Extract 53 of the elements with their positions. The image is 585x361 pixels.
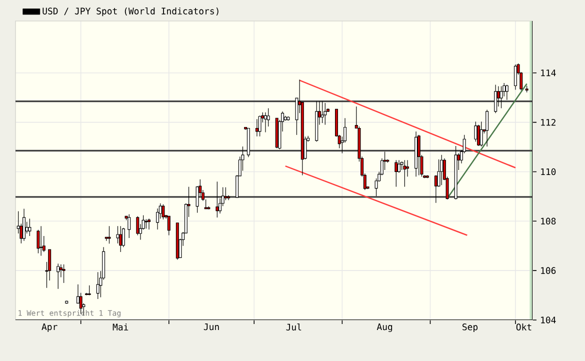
candlestick — [255, 118, 258, 137]
candlestick — [258, 115, 262, 137]
candlestick — [320, 101, 324, 124]
x-tick-label: Jul — [286, 324, 302, 331]
candlestick — [108, 226, 111, 244]
candlestick — [40, 226, 43, 256]
candlestick — [36, 230, 40, 254]
candlestick — [116, 226, 120, 244]
candlestick — [56, 263, 60, 290]
candlestick — [480, 121, 483, 147]
x-tick-label: Jun — [204, 324, 219, 330]
legend-label: USD / JPY Spot (World Indicators) — [42, 7, 218, 16]
candlestick — [88, 285, 91, 296]
candlestick — [394, 160, 398, 188]
candlestick — [494, 84, 498, 114]
candlestick — [204, 199, 208, 210]
candlestick — [22, 208, 26, 242]
candlestick — [440, 154, 444, 186]
y-tick-label: 104 — [541, 316, 556, 324]
x-tick-label: Mai — [112, 324, 128, 330]
candlestick — [224, 187, 228, 200]
candlestick — [403, 160, 406, 188]
y-tick-label: 108 — [541, 218, 556, 225]
candlestick — [474, 121, 478, 142]
candlestick — [500, 86, 503, 109]
candlestick — [417, 134, 420, 176]
candlestick — [62, 264, 66, 284]
candlestick — [216, 181, 219, 218]
candlestick — [128, 214, 131, 238]
candlestick — [398, 160, 400, 174]
candlestick — [167, 216, 170, 236]
candlestick — [264, 112, 267, 132]
y-tick-label: 110 — [541, 168, 556, 176]
candlestick — [486, 109, 489, 147]
x-tick-label: Apr — [42, 324, 58, 332]
candlestick — [514, 64, 517, 90]
candlestick — [406, 160, 410, 177]
y-tick-label: 106 — [541, 267, 556, 274]
candlestick — [505, 84, 508, 100]
x-tick-label: Sep — [462, 324, 478, 332]
candlestick — [227, 194, 230, 200]
x-tick-label: Okt — [516, 324, 532, 330]
candlestick — [162, 204, 165, 220]
y-tick-label: 112 — [541, 118, 556, 126]
candlestick — [136, 216, 140, 236]
candlestick — [477, 124, 480, 146]
candlestick — [28, 218, 32, 236]
x-tick-label: Aug — [376, 324, 392, 332]
candlestick — [324, 102, 327, 126]
candlestick — [119, 226, 122, 252]
y-tick-label: 114 — [541, 70, 556, 76]
candlestick — [96, 272, 100, 300]
candlestick — [148, 218, 151, 230]
